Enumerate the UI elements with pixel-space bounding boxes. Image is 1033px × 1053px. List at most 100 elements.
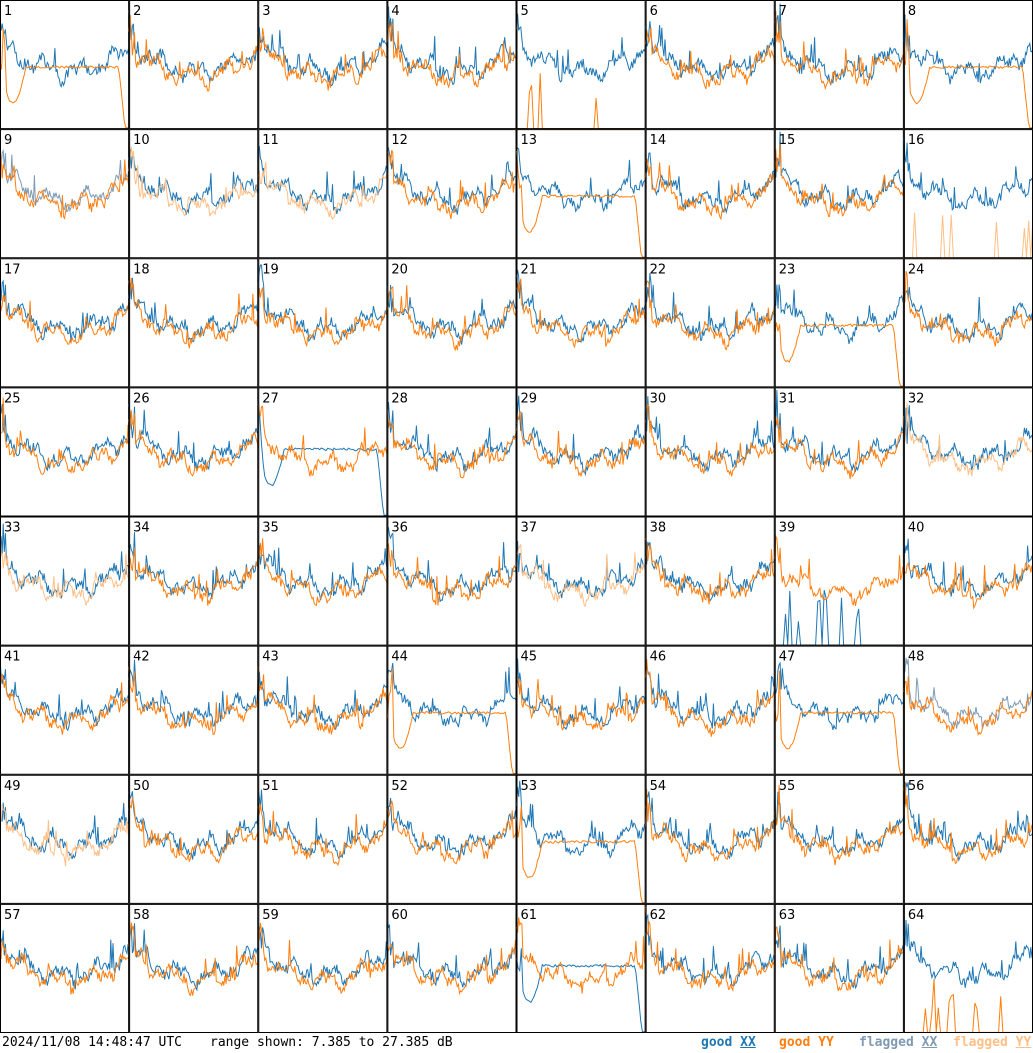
panel-frame (645, 387, 775, 517)
panel-30: 30 (645, 387, 776, 517)
panel-59: 59 (257, 903, 388, 1033)
series-xx (386, 919, 517, 988)
panel-frame (774, 387, 904, 517)
series-xx (903, 137, 1033, 211)
panel-frame (258, 387, 388, 517)
panel-label: 56 (908, 779, 925, 794)
panel-54: 54 (645, 774, 776, 904)
panel-31: 31 (774, 387, 905, 517)
series-yy (128, 410, 259, 477)
panel-frame (516, 129, 646, 259)
legend-good-xx-word: good (701, 1035, 733, 1050)
panel-frame (645, 258, 775, 388)
panel-frame (129, 129, 259, 259)
series-yy (516, 73, 646, 129)
series-xx (386, 284, 517, 345)
panel-label: 4 (391, 4, 399, 19)
series-yy (645, 906, 776, 993)
panel-frame (774, 516, 904, 646)
panel-label: 41 (4, 650, 21, 665)
panel-label: 26 (133, 391, 150, 406)
legend-good-xx: good XX (701, 1035, 756, 1050)
series-xx (128, 277, 259, 342)
panel-frame (129, 0, 259, 130)
panel-label: 44 (391, 650, 408, 665)
panel-4: 4 (386, 0, 517, 130)
panel-56: 56 (903, 774, 1033, 904)
series-yy (645, 403, 776, 477)
panel-label: 55 (779, 779, 796, 794)
series-xx (903, 781, 1033, 862)
series-xx (774, 3, 905, 86)
series-yy (774, 144, 905, 217)
series-xx (128, 149, 259, 215)
panel-label: 15 (779, 133, 796, 148)
series-yy (128, 146, 259, 217)
series-xx (386, 797, 517, 861)
series-yy (257, 804, 388, 867)
panel-label: 45 (521, 650, 538, 665)
panel-27: 27 (257, 387, 388, 517)
panel-frame (387, 645, 517, 775)
panel-frame (387, 0, 517, 130)
panel-frame (129, 258, 259, 388)
series-yy (386, 800, 517, 865)
panel-frame (516, 258, 646, 388)
timestamp: 2024/11/08 14:48:47 UTC (2, 1035, 183, 1050)
series-xx (645, 396, 776, 473)
panel-label: 13 (521, 133, 538, 148)
panel-label: 24 (908, 262, 925, 277)
series-yy (128, 548, 259, 606)
panel-frame (903, 258, 1033, 388)
series-yy (257, 161, 388, 221)
panel-frame (903, 516, 1033, 646)
panel-label: 14 (650, 133, 667, 148)
panel-8: 8 (903, 0, 1033, 130)
panel-42: 42 (128, 645, 259, 775)
series-yy (257, 538, 388, 607)
series-yy (903, 561, 1033, 610)
series-xx (645, 21, 776, 82)
series-xx (645, 272, 776, 341)
series-yy (386, 21, 517, 89)
series-xx (774, 791, 905, 855)
panel-label: 59 (262, 908, 279, 923)
panel-label: 20 (391, 262, 408, 277)
legend-good-yy-word: good (779, 1035, 811, 1050)
series-xx (645, 152, 776, 215)
panel-23: 23 (774, 258, 905, 388)
panel-32: 32 (903, 387, 1033, 517)
series-yy (258, 922, 388, 995)
range-label: range shown: 7.385 to 27.385 dB (210, 1035, 453, 1050)
panel-24: 24 (903, 258, 1033, 388)
series-yy (386, 667, 517, 774)
panel-21: 21 (516, 258, 647, 388)
panel-frame (387, 258, 517, 388)
panel-label: 21 (521, 262, 538, 277)
panel-36: 36 (386, 516, 517, 646)
series-yy (774, 670, 904, 774)
panel-label: 62 (650, 908, 667, 923)
footer: 2024/11/08 14:48:47 UTC range shown: 7.3… (0, 1034, 1033, 1053)
panel-label: 3 (262, 4, 270, 19)
series-xx (0, 277, 130, 343)
series-yy (386, 409, 517, 479)
panel-frame (387, 774, 517, 904)
panel-46: 46 (645, 645, 776, 775)
panel-label: 49 (4, 779, 21, 794)
series-xx (645, 541, 776, 602)
series-yy (0, 151, 130, 220)
panel-19: 19 (257, 258, 388, 388)
panel-label: 54 (650, 779, 667, 794)
series-xx (516, 269, 647, 343)
legend-flagged-yy-word: flagged (953, 1035, 1008, 1050)
panel-frame (129, 645, 259, 775)
panel-frame (0, 645, 130, 775)
series-yy (774, 925, 905, 992)
panel-label: 47 (779, 650, 796, 665)
panel-37: 37 (516, 516, 647, 646)
panel-label: 5 (521, 4, 529, 19)
panel-label: 42 (133, 650, 150, 665)
panel-frame (258, 0, 388, 130)
legend-good-xx-pol: XX (740, 1035, 756, 1050)
